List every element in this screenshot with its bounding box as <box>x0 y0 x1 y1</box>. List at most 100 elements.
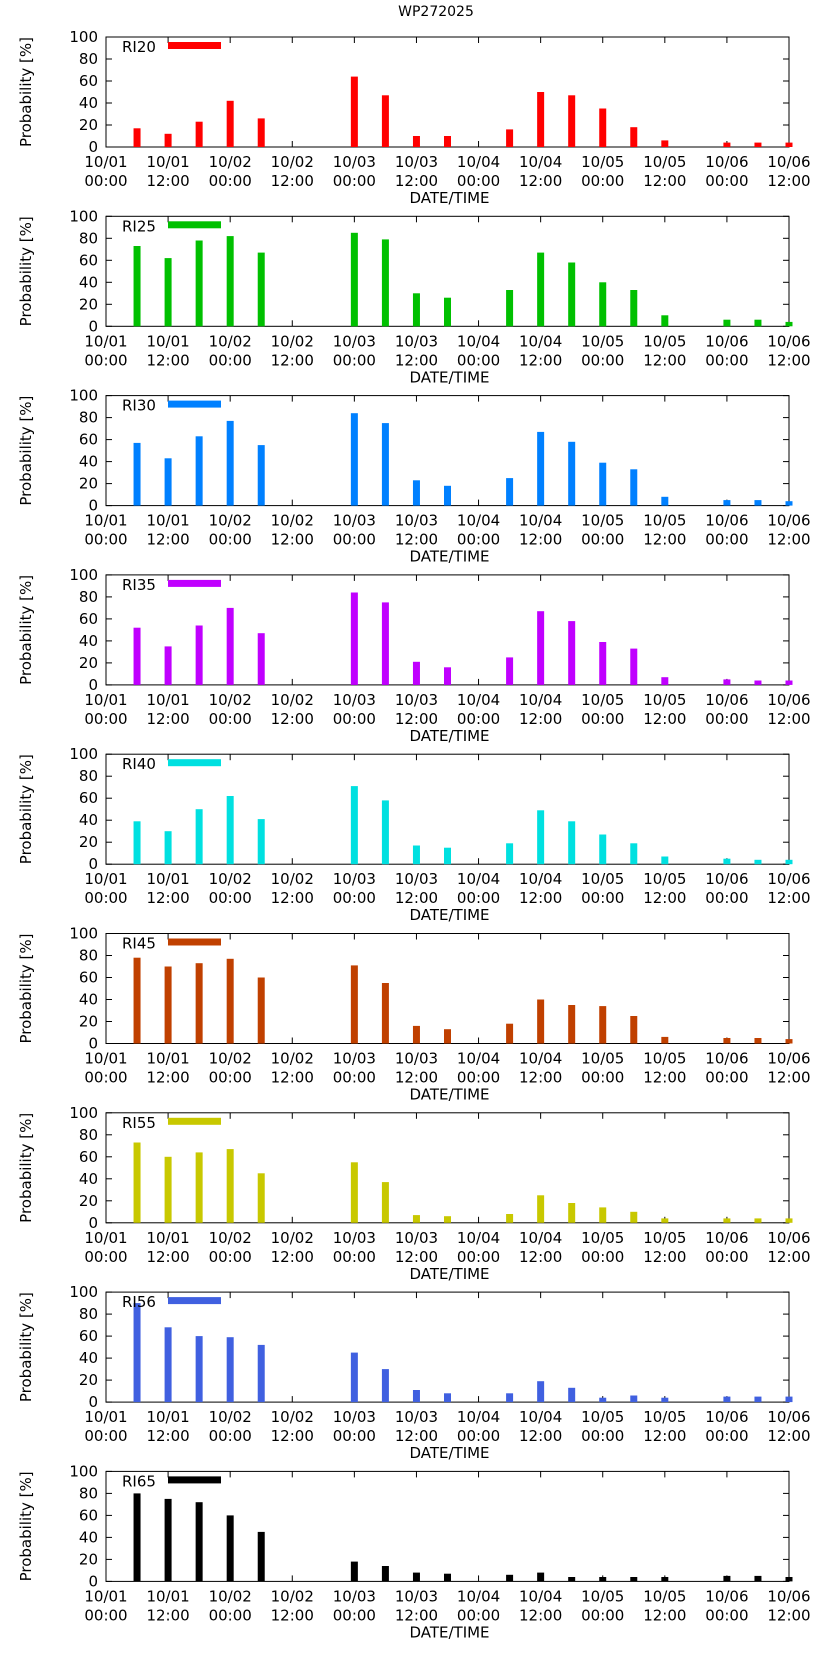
x-tick-label-date: 10/03 <box>395 332 438 350</box>
bar-ri56 <box>599 1397 607 1403</box>
x-tick-label-date: 10/03 <box>333 153 376 171</box>
x-tick-label-time: 12:00 <box>395 351 438 369</box>
bar-ri40 <box>723 858 731 865</box>
chart-panel-ri30: 02040608010010/0100:0010/0112:0010/0200:… <box>17 387 811 566</box>
y-tick-label: 0 <box>88 1393 98 1411</box>
bar-ri40 <box>630 843 638 865</box>
bar-ri55 <box>164 1156 172 1223</box>
y-tick-label: 60 <box>79 1506 98 1524</box>
x-tick-label-date: 10/03 <box>333 691 376 709</box>
bar-ri25 <box>226 236 234 327</box>
x-tick-label-time: 00:00 <box>705 351 748 369</box>
x-tick-label-date: 10/05 <box>643 870 686 888</box>
bar-ri56 <box>754 1396 762 1403</box>
x-tick-label-time: 12:00 <box>146 1427 189 1445</box>
x-tick-label-time: 00:00 <box>333 351 376 369</box>
x-tick-label-time: 00:00 <box>705 889 748 907</box>
bar-ri65 <box>723 1575 731 1582</box>
y-tick-label: 20 <box>79 116 98 134</box>
x-tick-label-time: 00:00 <box>209 889 252 907</box>
x-tick-label-time: 12:00 <box>395 1069 438 1087</box>
bar-ri65 <box>599 1577 607 1582</box>
bar-ri40 <box>444 847 451 865</box>
legend-swatch <box>168 400 221 408</box>
x-tick-label-time: 00:00 <box>581 710 624 728</box>
y-tick-label: 80 <box>79 947 98 965</box>
bar-ri25 <box>133 246 141 327</box>
x-tick-label-time: 00:00 <box>457 1427 500 1445</box>
x-tick-label-time: 00:00 <box>705 1069 748 1087</box>
x-tick-label-time: 00:00 <box>333 1427 376 1445</box>
x-tick-label-time: 12:00 <box>519 1606 562 1624</box>
legend-label: RI65 <box>122 1472 156 1490</box>
bar-ri35 <box>350 592 358 685</box>
x-tick-label-time: 12:00 <box>519 889 562 907</box>
y-tick-label: 100 <box>69 207 98 225</box>
bar-ri55 <box>350 1162 358 1223</box>
bar-ri65 <box>381 1566 389 1582</box>
bar-ri35 <box>630 648 638 685</box>
bar-ri40 <box>506 843 514 865</box>
bar-ri56 <box>195 1336 203 1403</box>
x-tick-label-time: 00:00 <box>581 889 624 907</box>
bar-ri35 <box>257 633 265 685</box>
bar-ri20 <box>164 133 172 147</box>
x-tick-label-date: 10/04 <box>457 1587 500 1605</box>
x-tick-label-time: 00:00 <box>84 889 127 907</box>
bar-ri30 <box>257 445 265 506</box>
x-tick-label-time: 12:00 <box>395 531 438 549</box>
x-tick-label-date: 10/05 <box>643 691 686 709</box>
legend-label: RI30 <box>122 397 156 415</box>
y-tick-label: 80 <box>79 767 98 785</box>
bar-ri35 <box>195 625 203 685</box>
bar-ri20 <box>754 142 762 147</box>
x-tick-label-date: 10/01 <box>146 1587 189 1605</box>
x-tick-label-date: 10/06 <box>705 1050 748 1068</box>
x-tick-label-time: 00:00 <box>209 1069 252 1087</box>
bar-ri25 <box>195 240 203 327</box>
bar-ri40 <box>226 796 234 865</box>
bar-ri20 <box>661 140 669 147</box>
y-axis-label: Probability [%] <box>17 1292 35 1402</box>
y-tick-label: 80 <box>79 1484 98 1502</box>
y-axis-label: Probability [%] <box>17 1471 35 1581</box>
x-tick-label-date: 10/01 <box>84 1229 127 1247</box>
x-tick-label-date: 10/05 <box>581 1587 624 1605</box>
y-tick-label: 0 <box>88 676 98 694</box>
x-axis-label: DATE/TIME <box>409 906 489 924</box>
x-tick-label-date: 10/03 <box>395 1408 438 1426</box>
bar-ri55 <box>568 1203 576 1223</box>
y-tick-label: 60 <box>79 610 98 628</box>
x-tick-label-time: 12:00 <box>395 889 438 907</box>
bar-ri20 <box>133 128 141 147</box>
y-tick-label: 60 <box>79 1327 98 1345</box>
x-tick-label-date: 10/04 <box>457 1408 500 1426</box>
bar-ri45 <box>723 1038 731 1044</box>
x-tick-label-date: 10/03 <box>333 1587 376 1605</box>
x-tick-label-time: 12:00 <box>146 351 189 369</box>
x-tick-label-time: 00:00 <box>581 531 624 549</box>
x-tick-label-time: 12:00 <box>271 1427 314 1445</box>
legend-label: RI20 <box>122 38 156 56</box>
x-tick-label-time: 12:00 <box>271 1248 314 1266</box>
x-tick-label-date: 10/05 <box>643 153 686 171</box>
x-tick-label-time: 12:00 <box>519 531 562 549</box>
x-tick-label-time: 12:00 <box>271 889 314 907</box>
chart-panel-ri25: 02040608010010/0100:0010/0112:0010/0200:… <box>17 207 811 386</box>
x-tick-label-date: 10/03 <box>395 691 438 709</box>
legend-label: RI35 <box>122 576 156 594</box>
x-tick-label-time: 00:00 <box>457 889 500 907</box>
x-tick-label-date: 10/03 <box>333 332 376 350</box>
bar-ri35 <box>444 667 451 685</box>
x-tick-label-date: 10/01 <box>146 332 189 350</box>
legend-label: RI56 <box>122 1293 156 1311</box>
bar-ri45 <box>444 1029 451 1044</box>
bar-ri30 <box>661 496 669 506</box>
y-tick-label: 80 <box>79 588 98 606</box>
bar-ri45 <box>568 1005 576 1044</box>
bar-ri35 <box>381 602 389 685</box>
x-tick-label-date: 10/04 <box>519 153 562 171</box>
x-tick-label-time: 00:00 <box>84 710 127 728</box>
bar-ri25 <box>630 290 638 327</box>
x-tick-label-date: 10/05 <box>643 1408 686 1426</box>
